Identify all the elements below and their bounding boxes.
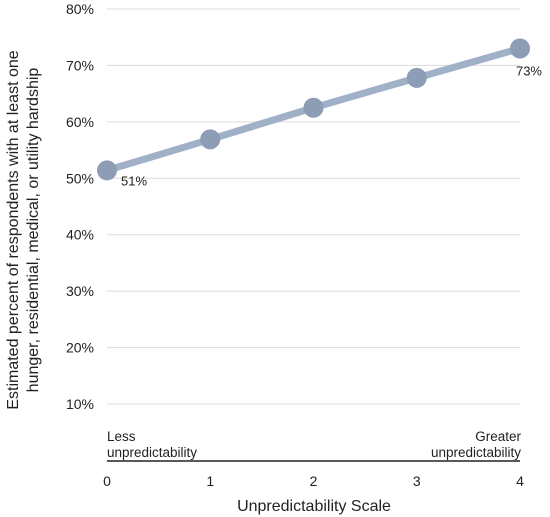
y-tick-label-50: 50%: [66, 170, 94, 186]
x-axis-title: Unpredictability Scale: [237, 498, 391, 515]
annotation-less-line1: Less: [107, 429, 136, 444]
annotation-greater-line2: unpredictability: [431, 445, 521, 460]
y-axis-title-line1: Estimated percent of respondents with at…: [5, 50, 22, 409]
data-point-2: [303, 97, 324, 118]
annotation-greater-line1: Greater: [475, 429, 521, 444]
y-tick-label-20: 20%: [66, 340, 94, 356]
data-label-4: 73%: [516, 64, 542, 79]
data-point-4: [510, 38, 530, 59]
x-tick-label-0: 0: [103, 473, 111, 489]
data-label-0: 51%: [121, 173, 147, 188]
x-tick-label-2: 2: [310, 473, 318, 489]
x-tick-label-3: 3: [413, 473, 421, 489]
y-tick-label-40: 40%: [66, 227, 94, 243]
y-axis-title-line2: hunger, residential, medical, or utility…: [25, 68, 42, 393]
y-tick-label-10: 10%: [66, 396, 94, 412]
y-axis-tick-labels: 10% 20% 30% 40% 50% 60% 70% 80%: [66, 1, 94, 412]
data-point-0: [97, 160, 117, 181]
series-group: [97, 38, 530, 181]
data-labels: 51% 73%: [121, 64, 542, 189]
y-tick-label-30: 30%: [66, 283, 94, 299]
annotation-less-line2: unpredictability: [107, 445, 197, 460]
x-axis-tick-labels: 0 1 2 3 4: [103, 473, 524, 489]
y-tick-label-70: 70%: [66, 57, 94, 73]
x-tick-label-4: 4: [516, 473, 524, 489]
grid-lines: [107, 8, 520, 405]
data-point-1: [200, 129, 221, 150]
data-point-3: [406, 67, 427, 88]
y-tick-label-80: 80%: [66, 1, 94, 17]
x-tick-label-1: 1: [206, 473, 214, 489]
y-tick-label-60: 60%: [66, 114, 94, 130]
